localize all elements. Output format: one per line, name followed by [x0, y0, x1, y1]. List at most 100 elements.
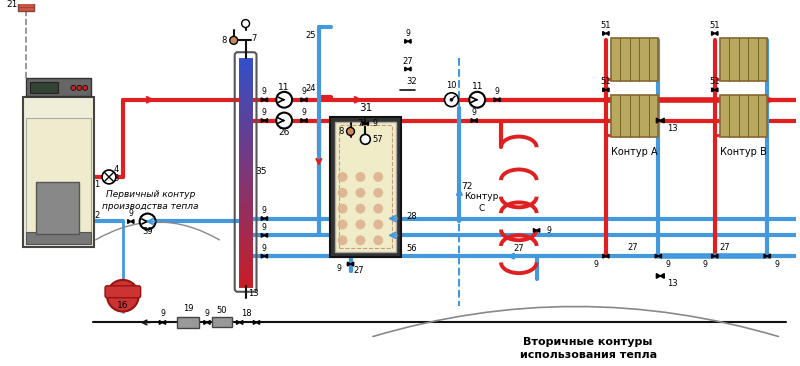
Circle shape [374, 203, 383, 214]
Text: 35: 35 [256, 168, 267, 176]
FancyBboxPatch shape [720, 38, 767, 81]
Polygon shape [714, 88, 718, 92]
Circle shape [445, 93, 458, 107]
Polygon shape [130, 220, 134, 223]
Polygon shape [767, 254, 770, 258]
Circle shape [355, 235, 366, 245]
Text: 32: 32 [406, 78, 417, 86]
Circle shape [140, 214, 155, 229]
Text: 9: 9 [336, 264, 341, 273]
Polygon shape [711, 254, 714, 258]
Text: 51: 51 [601, 21, 611, 30]
Polygon shape [656, 118, 660, 123]
FancyBboxPatch shape [105, 286, 141, 298]
Polygon shape [304, 98, 307, 102]
Text: 13: 13 [248, 289, 259, 298]
Text: 9: 9 [205, 309, 210, 318]
Polygon shape [408, 67, 411, 71]
Text: 8: 8 [338, 127, 343, 136]
Text: 9: 9 [472, 108, 477, 117]
Text: 72: 72 [462, 182, 473, 191]
Circle shape [338, 220, 347, 229]
Polygon shape [606, 31, 609, 36]
Circle shape [338, 203, 347, 214]
Text: 9: 9 [262, 206, 267, 215]
Text: производства тепла: производства тепла [102, 202, 199, 210]
Circle shape [71, 85, 76, 90]
Circle shape [374, 235, 383, 245]
FancyBboxPatch shape [611, 95, 658, 137]
Polygon shape [660, 118, 664, 123]
Text: 28: 28 [406, 212, 417, 221]
Polygon shape [405, 40, 408, 43]
Circle shape [361, 134, 370, 144]
Text: 2: 2 [94, 211, 100, 220]
Text: 9: 9 [262, 244, 267, 253]
Text: 16: 16 [117, 301, 129, 310]
Text: 51: 51 [710, 78, 720, 86]
Polygon shape [602, 254, 606, 258]
Polygon shape [237, 321, 240, 324]
FancyBboxPatch shape [26, 78, 91, 96]
Text: Первичный контур: Первичный контур [106, 190, 195, 199]
FancyBboxPatch shape [212, 317, 232, 328]
Text: 27: 27 [514, 244, 524, 253]
Polygon shape [262, 254, 264, 258]
FancyBboxPatch shape [30, 82, 58, 93]
Text: 9: 9 [546, 226, 551, 235]
Text: 51: 51 [710, 21, 720, 30]
FancyBboxPatch shape [18, 0, 34, 11]
Polygon shape [264, 234, 267, 237]
Text: 27: 27 [719, 243, 730, 252]
Polygon shape [262, 98, 264, 102]
Polygon shape [301, 119, 304, 123]
Text: 21: 21 [6, 0, 18, 9]
Text: 9: 9 [302, 108, 306, 117]
Polygon shape [471, 119, 474, 123]
Circle shape [355, 203, 366, 214]
Text: 10: 10 [446, 81, 457, 90]
FancyBboxPatch shape [26, 117, 91, 244]
FancyBboxPatch shape [23, 97, 94, 247]
Circle shape [346, 127, 354, 135]
Circle shape [374, 188, 383, 198]
Polygon shape [264, 119, 267, 123]
Polygon shape [656, 273, 660, 278]
Polygon shape [262, 119, 264, 123]
Text: 26: 26 [278, 128, 290, 137]
Circle shape [276, 113, 292, 128]
Text: 39: 39 [142, 227, 153, 236]
Text: 18: 18 [242, 309, 252, 318]
Polygon shape [408, 40, 411, 43]
Polygon shape [304, 119, 307, 123]
Polygon shape [497, 98, 500, 102]
FancyBboxPatch shape [334, 122, 396, 252]
Polygon shape [159, 321, 162, 324]
Text: 11: 11 [278, 83, 290, 92]
Circle shape [374, 220, 383, 229]
Circle shape [355, 220, 366, 229]
Circle shape [355, 188, 366, 198]
Text: Контур А: Контур А [611, 147, 658, 157]
Text: 9: 9 [373, 119, 378, 128]
Text: 31: 31 [358, 102, 372, 113]
Circle shape [470, 92, 485, 108]
Polygon shape [257, 321, 260, 324]
Polygon shape [262, 217, 264, 220]
Text: 13: 13 [667, 124, 678, 133]
Circle shape [374, 172, 383, 182]
Text: использования тепла: использования тепла [519, 350, 657, 360]
Text: 9: 9 [406, 29, 410, 38]
Polygon shape [362, 122, 366, 126]
Polygon shape [301, 98, 304, 102]
Text: С: С [478, 204, 484, 213]
Polygon shape [534, 228, 537, 232]
Text: 9: 9 [128, 209, 134, 218]
Polygon shape [405, 67, 408, 71]
Polygon shape [240, 321, 243, 324]
Text: Контур: Контур [464, 192, 498, 201]
Text: 56: 56 [406, 244, 417, 253]
Circle shape [82, 85, 88, 90]
Text: 11: 11 [471, 82, 483, 92]
Text: 1: 1 [94, 180, 100, 189]
